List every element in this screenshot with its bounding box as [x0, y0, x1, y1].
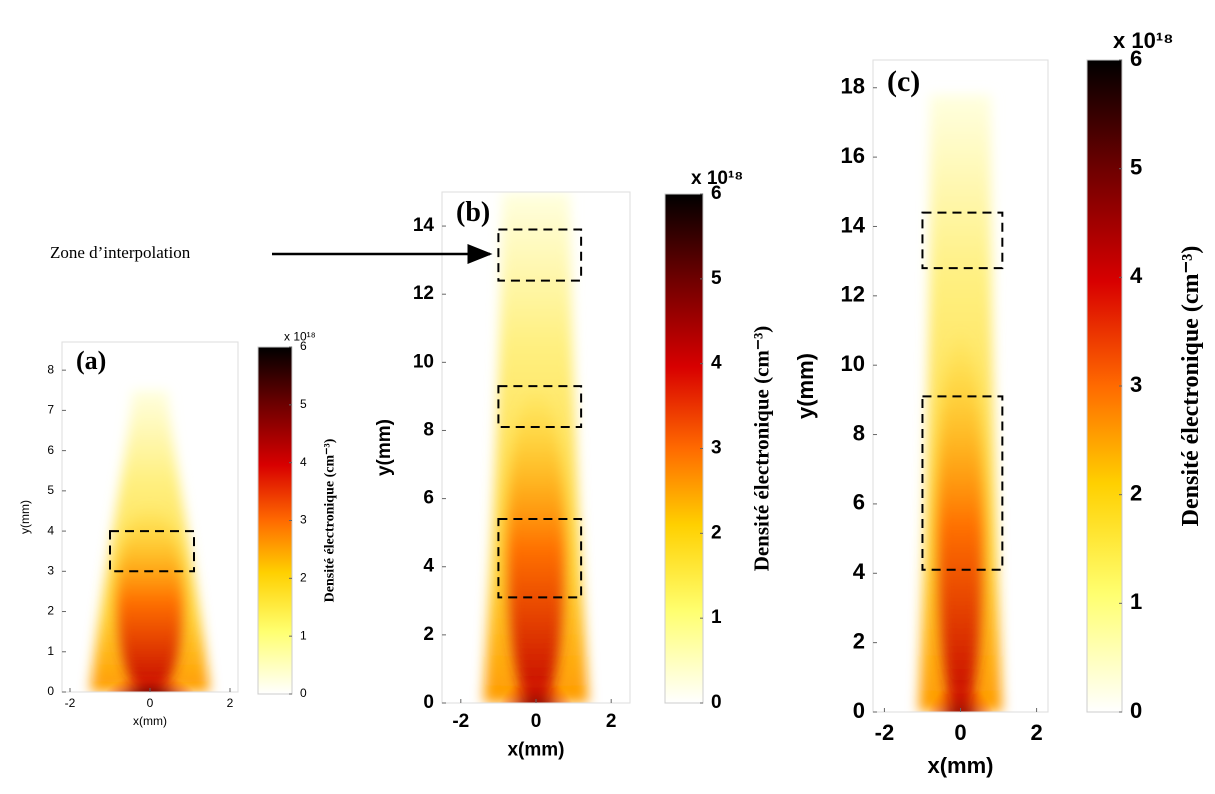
y-tick-label: 0 [47, 684, 54, 698]
interpolation-zone [921, 211, 1004, 270]
plume-core [937, 329, 984, 712]
colorbar-label: Densité électronique (cm⁻³) [1178, 246, 1204, 527]
heatmap-image [483, 192, 589, 703]
plume-core [117, 504, 183, 692]
colorbar-tick-label: 1 [1130, 589, 1142, 614]
y-axis-label: y(mm) [18, 500, 32, 534]
colorbar-label: Densité électronique (cm⁻³) [323, 438, 338, 602]
colorbar-tick-label: 5 [1130, 154, 1142, 179]
colorbar-tick-label: 1 [711, 607, 722, 628]
y-tick-label: 1 [47, 644, 54, 658]
x-tick-label: 2 [227, 696, 234, 710]
plume-base [926, 644, 995, 712]
x-axis-label: x(mm) [507, 740, 564, 761]
y-tick-label: 7 [47, 403, 54, 417]
interpolation-zone [497, 228, 583, 282]
y-tick-label: 8 [47, 362, 54, 376]
colorbar-tick-label: 4 [711, 353, 722, 374]
plume-base [106, 655, 194, 692]
y-tick-label: 0 [423, 692, 434, 713]
heatmap-image [918, 94, 1003, 712]
y-tick-label: 4 [423, 556, 434, 577]
colorbar [257, 346, 293, 695]
x-tick-label: 2 [606, 711, 617, 732]
interpolation-zone [497, 385, 583, 429]
colorbar-tick-label: 6 [300, 339, 307, 353]
y-tick-label: 14 [841, 212, 866, 237]
colorbar-tick-label: 6 [711, 183, 722, 204]
y-tick-label: 4 [47, 523, 54, 537]
panel-label: (b) [456, 197, 490, 228]
colorbar-tick-label: 2 [711, 522, 722, 543]
y-tick-label: 8 [853, 420, 865, 445]
y-tick-label: 6 [47, 443, 54, 457]
y-axis-label: y(mm) [793, 353, 818, 419]
colorbar-tick-label: 4 [1130, 263, 1143, 288]
y-tick-label: 2 [423, 624, 434, 645]
y-tick-label: 8 [423, 419, 434, 440]
colorbar-multiplier: x 10¹⁸ [284, 330, 316, 344]
colorbar-multiplier: x 10¹⁸ [691, 168, 743, 189]
colorbar-tick-label: 6 [1130, 46, 1142, 71]
panel-label: (c) [887, 65, 920, 98]
y-tick-label: 0 [853, 698, 865, 723]
colorbar-tick-label: 2 [300, 571, 307, 585]
colorbar [1086, 59, 1123, 713]
interpolation-zone [921, 395, 1004, 571]
y-tick-label: 14 [413, 215, 435, 236]
y-tick-label: 16 [841, 143, 865, 168]
y-tick-label: 18 [841, 74, 865, 99]
colorbar-tick-label: 3 [1130, 372, 1142, 397]
x-tick-label: 2 [1030, 720, 1042, 745]
x-tick-label: -2 [65, 696, 76, 710]
annotation: Zone d’interpolation [50, 243, 191, 262]
plume-core [507, 386, 565, 703]
x-axis-label: x(mm) [927, 753, 993, 778]
x-tick-label: 0 [531, 711, 542, 732]
colorbar-tick-label: 0 [711, 692, 722, 713]
colorbar-label: Densité électronique (cm⁻³) [750, 326, 774, 572]
y-tick-label: 6 [423, 488, 434, 509]
y-tick-label: 10 [841, 351, 865, 376]
y-tick-label: 2 [47, 604, 54, 618]
y-tick-label: 5 [47, 483, 54, 497]
x-axis-label: x(mm) [133, 714, 167, 728]
colorbar-tick-label: 1 [300, 628, 307, 642]
y-tick-label: 6 [853, 490, 865, 515]
colorbar-tick-label: 3 [711, 438, 722, 459]
y-tick-label: 12 [841, 282, 865, 307]
y-tick-label: 12 [413, 283, 434, 304]
interpolation-zone [497, 518, 583, 599]
y-tick-label: 3 [47, 563, 54, 577]
y-tick-label: 2 [853, 628, 865, 653]
x-tick-label: 0 [954, 720, 966, 745]
y-tick-label: 4 [853, 559, 866, 584]
colorbar-tick-label: 3 [300, 513, 307, 527]
plume-base [498, 645, 574, 703]
colorbar-tick-label: 5 [711, 268, 722, 289]
colorbar-tick-label: 5 [300, 397, 307, 411]
y-axis-label: y(mm) [374, 419, 395, 476]
colorbar-tick-label: 0 [300, 686, 307, 700]
heatmap-image [90, 390, 210, 692]
colorbar-multiplier: x 10¹⁸ [1113, 28, 1174, 53]
x-tick-label: -2 [875, 720, 895, 745]
colorbar-tick-label: 2 [1130, 480, 1142, 505]
x-tick-label: -2 [452, 711, 469, 732]
x-tick-label: 0 [147, 696, 154, 710]
colorbar-tick-label: 0 [1130, 698, 1142, 723]
panel-label: (a) [76, 346, 106, 375]
colorbar-tick-label: 4 [300, 455, 307, 469]
y-tick-label: 10 [413, 351, 434, 372]
colorbar [664, 193, 704, 704]
interpolation-zone [109, 530, 195, 573]
